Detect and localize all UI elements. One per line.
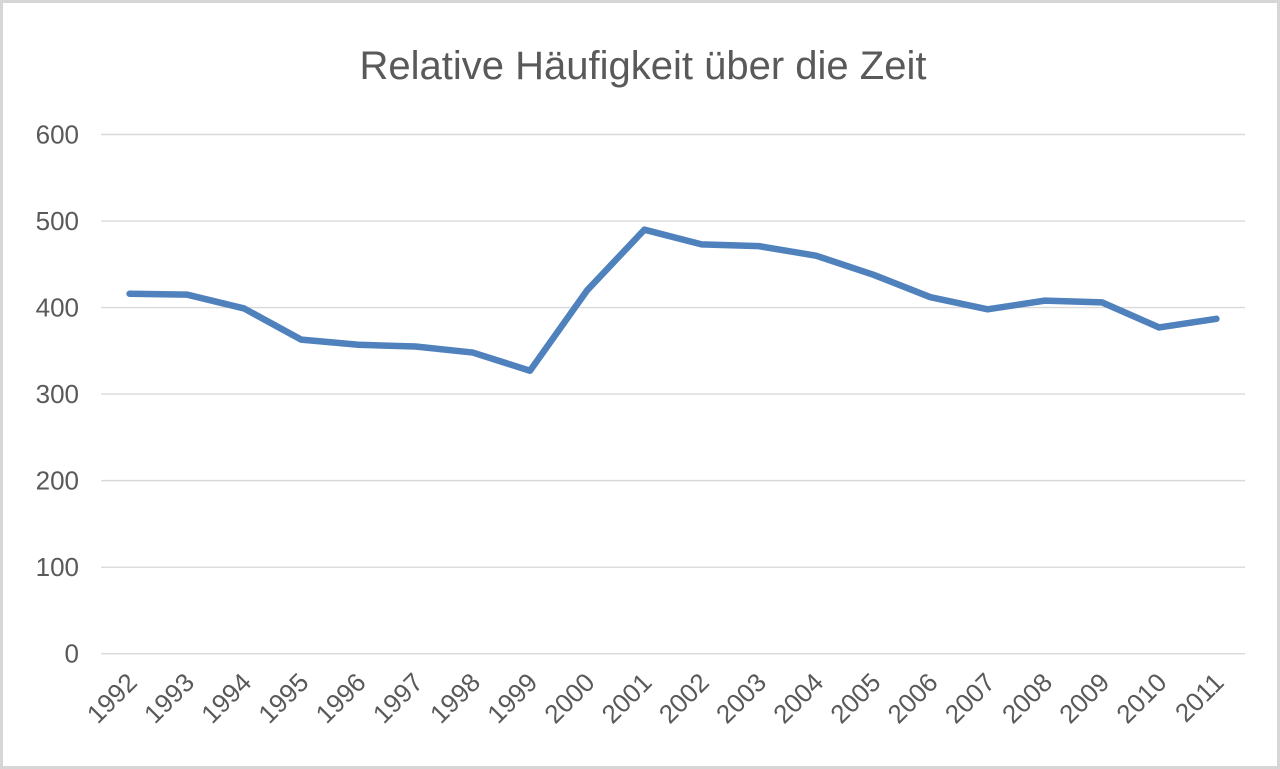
x-tick-label: 2001	[596, 667, 658, 729]
y-tick-label: 500	[36, 206, 79, 236]
x-tick-label: 2005	[824, 667, 886, 729]
y-tick-label: 200	[36, 466, 79, 496]
x-tick-label: 1995	[252, 667, 314, 729]
x-tick-label: 2006	[882, 667, 944, 729]
x-axis-labels: 1992199319941995199619971998199920002001…	[81, 667, 1230, 729]
x-tick-label: 1996	[310, 667, 372, 729]
chart-title: Relative Häufigkeit über die Zeit	[360, 44, 927, 88]
x-tick-label: 2008	[996, 667, 1058, 729]
x-tick-label: 1997	[367, 667, 429, 729]
x-tick-label: 2004	[767, 667, 829, 729]
x-tick-label: 1993	[138, 667, 200, 729]
x-tick-label: 2002	[653, 667, 715, 729]
gridlines	[101, 133, 1245, 655]
x-tick-label: 2010	[1110, 667, 1172, 729]
x-tick-label: 1994	[195, 667, 257, 729]
line-chart: Relative Häufigkeit über die Zeit 0 100 20…	[36, 44, 1245, 729]
x-tick-label: 1998	[424, 667, 486, 729]
x-tick-label: 1999	[481, 667, 543, 729]
x-tick-label: 1992	[81, 667, 143, 729]
y-tick-label: 0	[65, 639, 79, 669]
y-tick-label: 100	[36, 552, 79, 582]
data-series-line	[126, 226, 1220, 374]
y-tick-label: 300	[36, 379, 79, 409]
y-tick-label: 400	[36, 293, 79, 323]
y-tick-label: 600	[36, 120, 79, 150]
x-tick-label: 2003	[710, 667, 772, 729]
x-tick-label: 2007	[939, 667, 1001, 729]
x-tick-label: 2009	[1053, 667, 1115, 729]
x-tick-label: 2011	[1169, 667, 1230, 728]
x-tick-label: 2000	[538, 667, 600, 729]
y-axis-labels: 0 100 200 300 400 500 600	[36, 120, 79, 669]
